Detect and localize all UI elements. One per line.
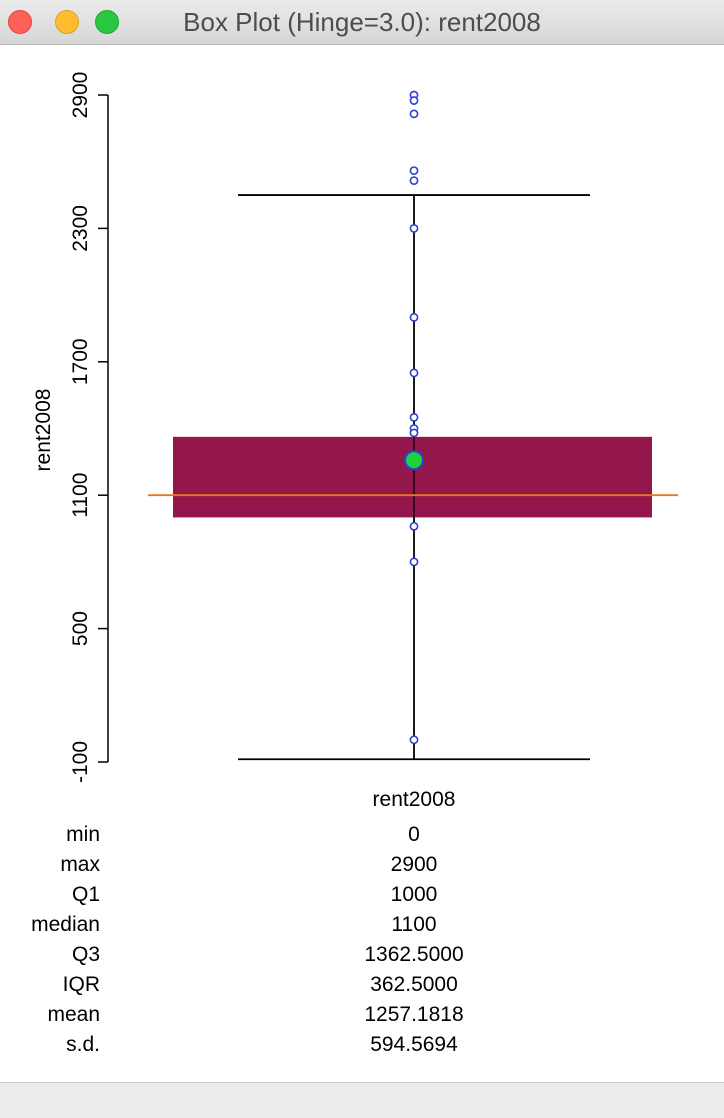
y-tick-label: 1700: [69, 338, 92, 385]
stat-label: median: [31, 913, 100, 936]
data-point: [409, 312, 419, 322]
data-point: [409, 166, 419, 175]
y-tick-label: -100: [69, 741, 92, 783]
stat-value: 0: [408, 823, 420, 846]
stat-value: 362.5000: [370, 973, 458, 996]
y-tick-label: 2900: [69, 72, 92, 119]
stat-row: min 0: [0, 820, 724, 850]
stats-table: min 0 max 2900 Q1 1000 median 1100 Q3 1362.5000 IQ…: [0, 820, 724, 1060]
y-tick-label: 2300: [69, 205, 92, 252]
stat-row: mean 1257.1818: [0, 1000, 724, 1030]
stat-label: IQR: [62, 973, 100, 996]
stat-value: 1257.1818: [364, 1003, 464, 1026]
stat-value: 2900: [390, 853, 438, 876]
data-point: [409, 735, 419, 745]
data-points: [404, 90, 424, 745]
stat-label: Q1: [71, 883, 100, 906]
data-point: [409, 521, 419, 531]
data-point: [409, 368, 419, 378]
data-point: [409, 176, 419, 185]
data-point: [409, 109, 419, 119]
stat-label: s.d.: [66, 1033, 100, 1056]
stat-label: max: [60, 853, 100, 876]
close-window-button[interactable]: [8, 10, 32, 34]
data-point: [409, 557, 419, 567]
mean-marker: [404, 450, 424, 471]
zoom-window-button[interactable]: [95, 10, 119, 34]
stat-label: Q3: [71, 943, 100, 966]
box-plot-chart[interactable]: -100 500 1100 1700 2300 2900 rent2008 rent200…: [0, 45, 724, 815]
data-point: [409, 412, 419, 422]
y-axis-label: rent2008: [32, 389, 55, 472]
stat-value: 594.5694: [370, 1033, 458, 1056]
stat-label: mean: [47, 1003, 100, 1026]
title-bar[interactable]: Box Plot (Hinge=3.0): rent2008: [0, 0, 724, 45]
stat-row: IQR 362.5000: [0, 970, 724, 1000]
data-point: [409, 223, 419, 233]
stat-label: min: [66, 823, 100, 846]
stat-value: 1000: [390, 883, 438, 906]
window-title: Box Plot (Hinge=3.0): rent2008: [0, 0, 724, 44]
minimize-window-button[interactable]: [55, 10, 79, 34]
stat-value: 1100: [391, 913, 437, 936]
y-tick-label: 500: [69, 611, 92, 646]
y-tick-label: 1100: [69, 473, 92, 518]
stat-row: median 1100: [0, 910, 724, 940]
data-point: [409, 428, 419, 438]
data-point: [409, 96, 419, 105]
stat-value: 1362.5000: [364, 943, 464, 966]
stat-row: Q1 1000: [0, 880, 724, 910]
x-axis-label: rent2008: [373, 788, 456, 811]
stat-row: s.d. 594.5694: [0, 1030, 724, 1060]
y-axis: -100 500 1100 1700 2300 2900: [69, 72, 109, 783]
window-title-text: Box Plot (Hinge=3.0): rent2008: [183, 7, 541, 37]
stat-row: Q3 1362.5000: [0, 940, 724, 970]
stat-row: max 2900: [0, 850, 724, 880]
iqr-box: [173, 436, 652, 518]
box-plot-body: [148, 194, 678, 761]
status-bar: [0, 1082, 724, 1118]
